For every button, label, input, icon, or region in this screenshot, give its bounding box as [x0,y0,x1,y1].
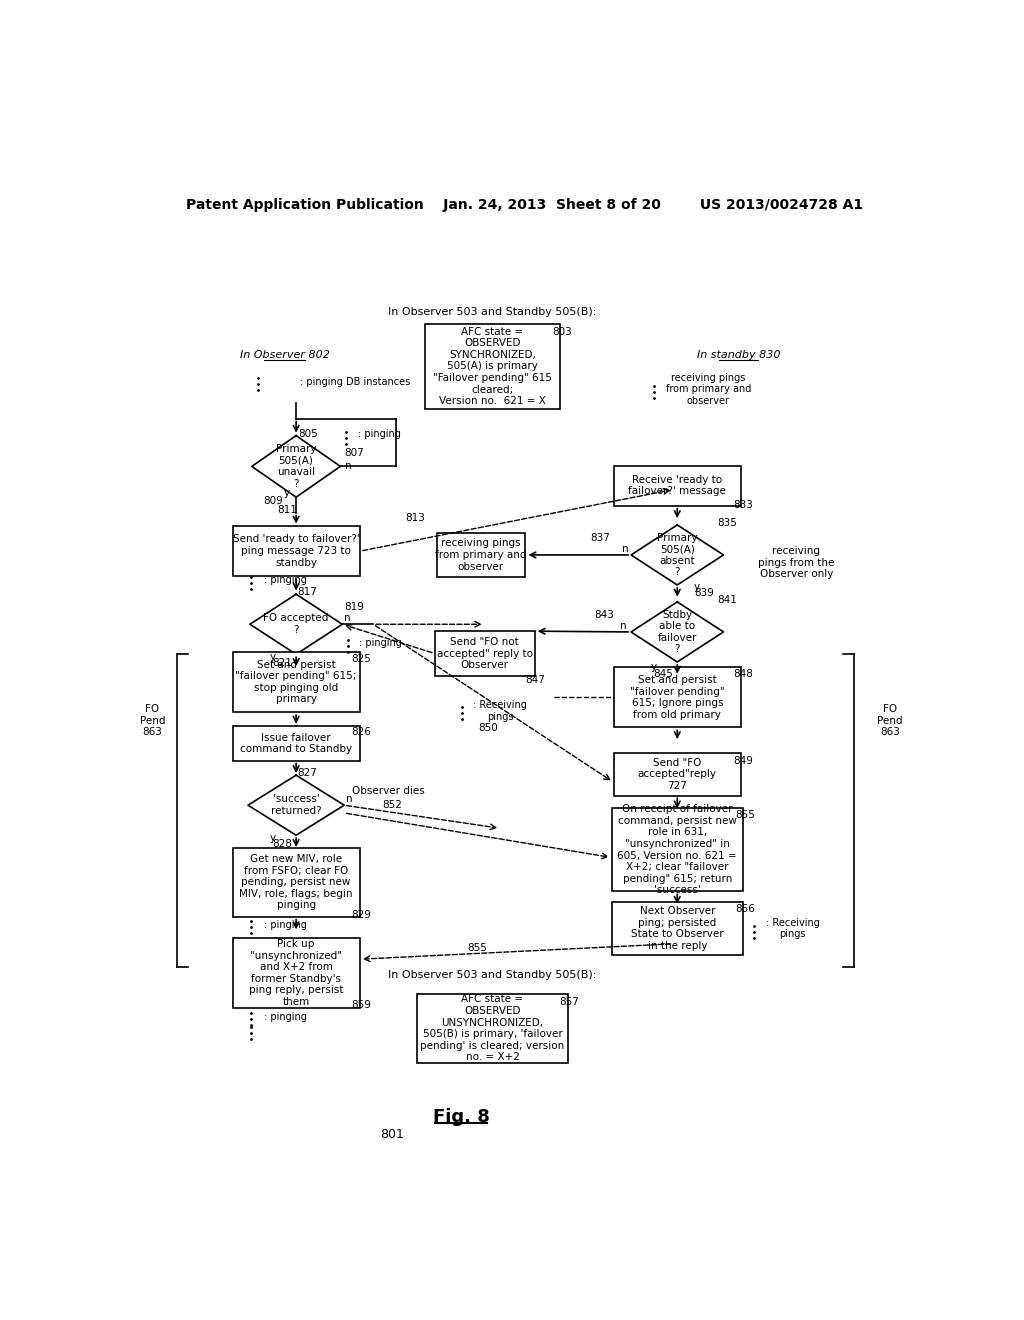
Text: : Receiving
pings: : Receiving pings [766,917,819,940]
Text: 833: 833 [733,500,753,510]
FancyBboxPatch shape [232,939,359,1007]
Text: AFC state =
OBSERVED
UNSYNCHRONIZED,
505(B) is primary, 'failover
pending' is cl: AFC state = OBSERVED UNSYNCHRONIZED, 505… [420,994,564,1063]
Text: 827: 827 [298,768,317,777]
Text: Send "FO not
accepted" reply to
Observer: Send "FO not accepted" reply to Observer [437,638,532,671]
Text: Pick up
"unsynchronized"
and X+2 from
former Standby's
ping reply, persist
them: Pick up "unsynchronized" and X+2 from fo… [249,939,343,1007]
Text: FO
Pend
863: FO Pend 863 [139,704,165,737]
Text: In Observer 503 and Standby 505(B):: In Observer 503 and Standby 505(B): [388,970,597,979]
Text: Send "FO
accepted"reply
727: Send "FO accepted"reply 727 [638,758,717,791]
Text: Set and persist
"failover pending" 615;
stop pinging old
primary: Set and persist "failover pending" 615; … [236,660,356,705]
Text: 'success'
returned?: 'success' returned? [270,795,322,816]
Text: : pinging: : pinging [264,1012,306,1022]
FancyBboxPatch shape [436,533,525,577]
FancyBboxPatch shape [232,847,359,917]
FancyBboxPatch shape [613,466,740,506]
Text: receiving pings
from primary and
observer: receiving pings from primary and observe… [435,539,526,572]
Text: 855: 855 [735,810,755,820]
Text: 826: 826 [351,727,372,737]
Text: Set and persist
"failover pending"
615; Ignore pings
from old primary: Set and persist "failover pending" 615; … [630,675,725,719]
Text: : pinging: : pinging [264,576,306,585]
Text: Primary
505(A)
unavail
?: Primary 505(A) unavail ? [275,444,316,488]
FancyBboxPatch shape [418,994,567,1063]
Polygon shape [252,436,340,498]
Text: y: y [651,661,657,672]
Text: : pinging DB instances: : pinging DB instances [300,376,411,387]
Text: receiving pings
from primary and
observer: receiving pings from primary and observe… [666,372,751,407]
Text: FO
Pend
863: FO Pend 863 [878,704,903,737]
Text: : pinging: : pinging [357,429,400,440]
Text: 859: 859 [351,1001,372,1010]
FancyBboxPatch shape [425,323,560,409]
Text: Stdby
able to
failover
?: Stdby able to failover ? [657,610,697,655]
FancyBboxPatch shape [613,668,740,727]
Text: 813: 813 [406,513,425,523]
Text: 807: 807 [344,447,364,458]
Text: 837: 837 [590,533,610,543]
Text: In Observer 802: In Observer 802 [240,350,330,360]
Text: 850: 850 [479,723,499,733]
Text: : pinging: : pinging [359,639,402,648]
Text: n: n [623,544,629,554]
Text: y: y [284,488,290,499]
Text: 845: 845 [653,669,674,680]
Text: In Observer 503 and Standby 505(B):: In Observer 503 and Standby 505(B): [388,308,597,317]
FancyBboxPatch shape [232,652,359,711]
Text: 811: 811 [276,506,297,515]
Text: 828: 828 [272,838,292,849]
Text: In standby 830: In standby 830 [697,350,780,360]
Text: 821: 821 [272,657,292,668]
Text: y: y [693,582,699,593]
Text: 819: 819 [344,602,364,612]
Text: 805: 805 [298,429,317,440]
Text: 803: 803 [552,326,571,337]
Text: : pinging: : pinging [264,920,306,929]
Text: Get new MIV, role
from FSFO; clear FO
pending, persist new
MIV, role, flags; beg: Get new MIV, role from FSFO; clear FO pe… [240,854,353,911]
Text: FO accepted
?: FO accepted ? [263,614,329,635]
Text: 817: 817 [298,587,317,597]
Text: n: n [346,795,352,804]
Polygon shape [631,525,724,585]
Text: Primary
505(A)
absent
?: Primary 505(A) absent ? [657,532,697,577]
Text: Issue failover
command to Standby: Issue failover command to Standby [240,733,352,755]
FancyBboxPatch shape [232,527,359,576]
Text: 852: 852 [382,800,402,810]
Text: 829: 829 [351,909,372,920]
Text: y: y [270,652,276,661]
Text: n: n [621,620,627,631]
Text: y: y [270,833,276,842]
Text: Observer dies: Observer dies [352,787,425,796]
Text: Fig. 8: Fig. 8 [433,1107,490,1126]
Text: 857: 857 [559,997,580,1007]
Polygon shape [631,602,724,663]
FancyBboxPatch shape [435,631,535,676]
Text: n: n [344,612,351,623]
Text: receiving
pings from the
Observer only: receiving pings from the Observer only [758,546,835,579]
FancyBboxPatch shape [232,726,359,760]
Text: 809: 809 [263,496,283,506]
Text: On receipt of failover
command, persist new
role in 631,
"unsynchronized" in
605: On receipt of failover command, persist … [617,804,737,895]
Text: 841: 841 [718,594,737,605]
Text: 856: 856 [735,904,755,915]
FancyBboxPatch shape [613,754,740,796]
Text: : Receiving
pings: : Receiving pings [473,701,527,722]
Text: AFC state =
OBSERVED
SYNCHRONIZED,
505(A) is primary
"Failover pending" 615
clea: AFC state = OBSERVED SYNCHRONIZED, 505(A… [433,326,552,407]
Text: Receive 'ready to
failover?' message: Receive 'ready to failover?' message [629,475,726,496]
Text: 847: 847 [525,676,545,685]
Polygon shape [250,594,342,655]
Text: Send 'ready to failover?'
ping message 723 to
standby: Send 'ready to failover?' ping message 7… [232,535,359,568]
Text: 839: 839 [694,589,714,598]
FancyBboxPatch shape [611,903,742,954]
Text: Patent Application Publication    Jan. 24, 2013  Sheet 8 of 20        US 2013/00: Patent Application Publication Jan. 24, … [186,198,863,211]
Text: 848: 848 [733,669,753,680]
Text: 825: 825 [351,653,372,664]
Text: 801: 801 [381,1129,404,1142]
Text: 835: 835 [718,517,737,528]
Text: 849: 849 [733,755,753,766]
Polygon shape [248,775,344,836]
Text: Next Observer
ping; persisted
State to Observer
in the reply: Next Observer ping; persisted State to O… [631,906,724,950]
Text: 855: 855 [467,944,487,953]
FancyBboxPatch shape [611,808,742,891]
Text: n: n [345,462,351,471]
Text: 843: 843 [594,610,614,620]
